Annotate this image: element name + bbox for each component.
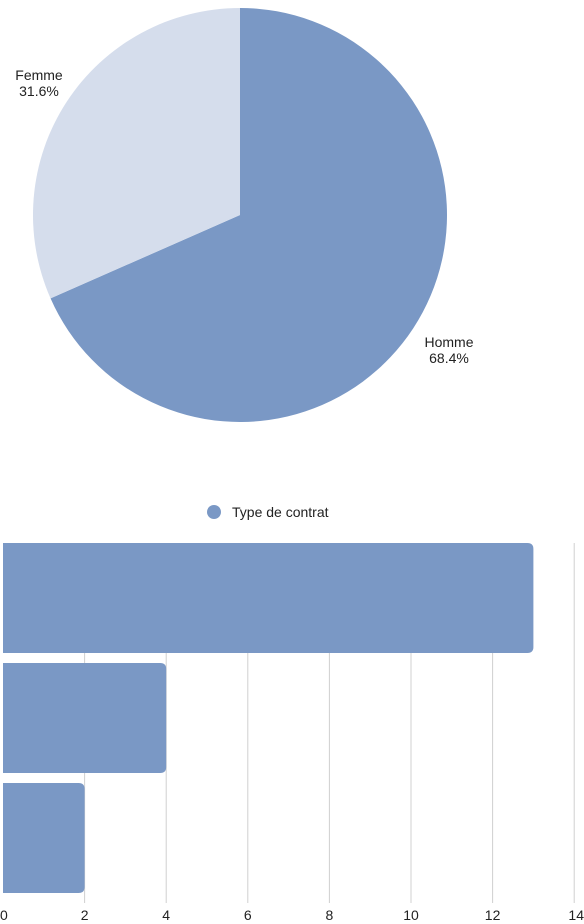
bar — [3, 543, 534, 653]
x-tick-label: 6 — [244, 907, 252, 923]
legend-marker — [207, 505, 221, 519]
bar-series — [3, 543, 534, 893]
bar — [3, 663, 167, 773]
pie-percent-femme: 31.6% — [19, 83, 59, 99]
pie-slice-homme — [50, 8, 447, 422]
x-axis-ticks: 0 2 4 6 8 10 12 14 — [0, 907, 584, 923]
x-tick-label: 8 — [326, 907, 334, 923]
x-tick-label: 12 — [485, 907, 501, 923]
x-tick-label: 10 — [403, 907, 419, 923]
pie-percent-homme: 68.4% — [429, 350, 469, 366]
bar-chart: 0 2 4 6 8 10 12 14 Type de contrat — [0, 504, 584, 923]
x-tick-label: 0 — [0, 907, 8, 923]
legend[interactable]: Type de contrat — [207, 504, 329, 520]
pie-label-homme: Homme — [424, 334, 473, 350]
x-tick-label: 14 — [568, 907, 584, 923]
bar — [3, 783, 85, 893]
legend-label: Type de contrat — [232, 504, 329, 520]
pie-label-femme: Femme — [15, 67, 63, 83]
x-tick-label: 4 — [162, 907, 170, 923]
pie-slice-femme — [32, 8, 241, 299]
x-tick-label: 2 — [81, 907, 89, 923]
